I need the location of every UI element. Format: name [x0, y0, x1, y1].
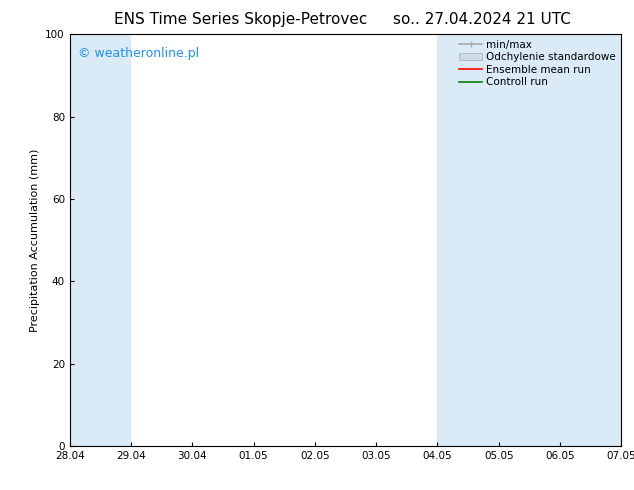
Bar [560, 34, 621, 446]
Legend: min/max, Odchylenie standardowe, Ensemble mean run, Controll run: min/max, Odchylenie standardowe, Ensembl… [457, 37, 618, 89]
Text: so.. 27.04.2024 21 UTC: so.. 27.04.2024 21 UTC [393, 12, 571, 27]
Bar [437, 34, 560, 446]
Text: © weatheronline.pl: © weatheronline.pl [78, 47, 199, 60]
Bar [70, 34, 131, 446]
Text: ENS Time Series Skopje-Petrovec: ENS Time Series Skopje-Petrovec [114, 12, 368, 27]
Y-axis label: Precipitation Accumulation (mm): Precipitation Accumulation (mm) [30, 148, 40, 332]
